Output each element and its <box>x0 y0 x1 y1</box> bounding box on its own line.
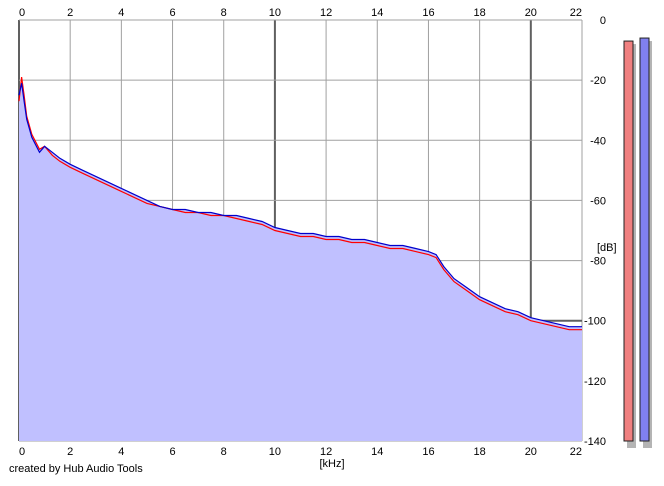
spectrum-fill-layer <box>19 77 582 441</box>
spectrum-series-layer <box>18 77 582 331</box>
y-tick-label: -120 <box>584 376 606 388</box>
x-tick-label-top: 22 <box>570 7 582 19</box>
x-axis-label: [kHz] <box>319 458 344 470</box>
y-tick-label: -40 <box>590 135 606 147</box>
y-tick-label: -100 <box>584 316 606 328</box>
x-tick-label-top: 10 <box>269 7 281 19</box>
x-tick-label-bottom: 10 <box>269 446 281 458</box>
y-tick-labels: 0 -20 -40 -60 -80 -100 -120 -140 <box>584 15 606 448</box>
spectrum-fill <box>19 77 582 441</box>
x-tick-label-bottom: 22 <box>570 446 582 458</box>
y-tick-label: -140 <box>584 436 606 448</box>
series-line-left <box>18 77 582 331</box>
y-tick-label: 0 <box>600 15 606 27</box>
x-tick-label-bottom: 12 <box>320 446 332 458</box>
x-tick-label-top: 0 <box>19 7 25 19</box>
level-meter-right <box>639 37 650 442</box>
level-meter-left <box>623 40 634 442</box>
y-tick-label: -80 <box>590 256 606 268</box>
level-meters <box>623 37 652 449</box>
series-line-right <box>18 83 582 328</box>
x-tick-label-top: 18 <box>474 7 486 19</box>
x-tick-label-top: 12 <box>320 7 332 19</box>
x-tick-label-bottom: 14 <box>371 446 383 458</box>
x-tick-label-bottom: 20 <box>525 446 537 458</box>
x-tick-label-top: 8 <box>221 7 227 19</box>
y-tick-label: -20 <box>590 75 606 87</box>
y-axis-label: [dB] <box>597 242 617 254</box>
x-tick-label-top: 16 <box>422 7 434 19</box>
credit-text: created by Hub Audio Tools <box>9 463 143 475</box>
x-tick-label-bottom: 4 <box>118 446 124 458</box>
x-tick-label-top: 4 <box>118 7 124 19</box>
x-tick-label-bottom: 2 <box>67 446 73 458</box>
y-tick-label: -60 <box>590 195 606 207</box>
x-tick-label-top: 2 <box>67 7 73 19</box>
x-tick-label-bottom: 18 <box>474 446 486 458</box>
x-tick-label-top: 14 <box>371 7 383 19</box>
x-tick-label-bottom: 0 <box>19 446 25 458</box>
x-tick-label-top: 6 <box>169 7 175 19</box>
x-tick-label-bottom: 16 <box>422 446 434 458</box>
x-tick-label-bottom: 8 <box>221 446 227 458</box>
x-tick-label-top: 20 <box>525 7 537 19</box>
x-tick-label-bottom: 6 <box>169 446 175 458</box>
